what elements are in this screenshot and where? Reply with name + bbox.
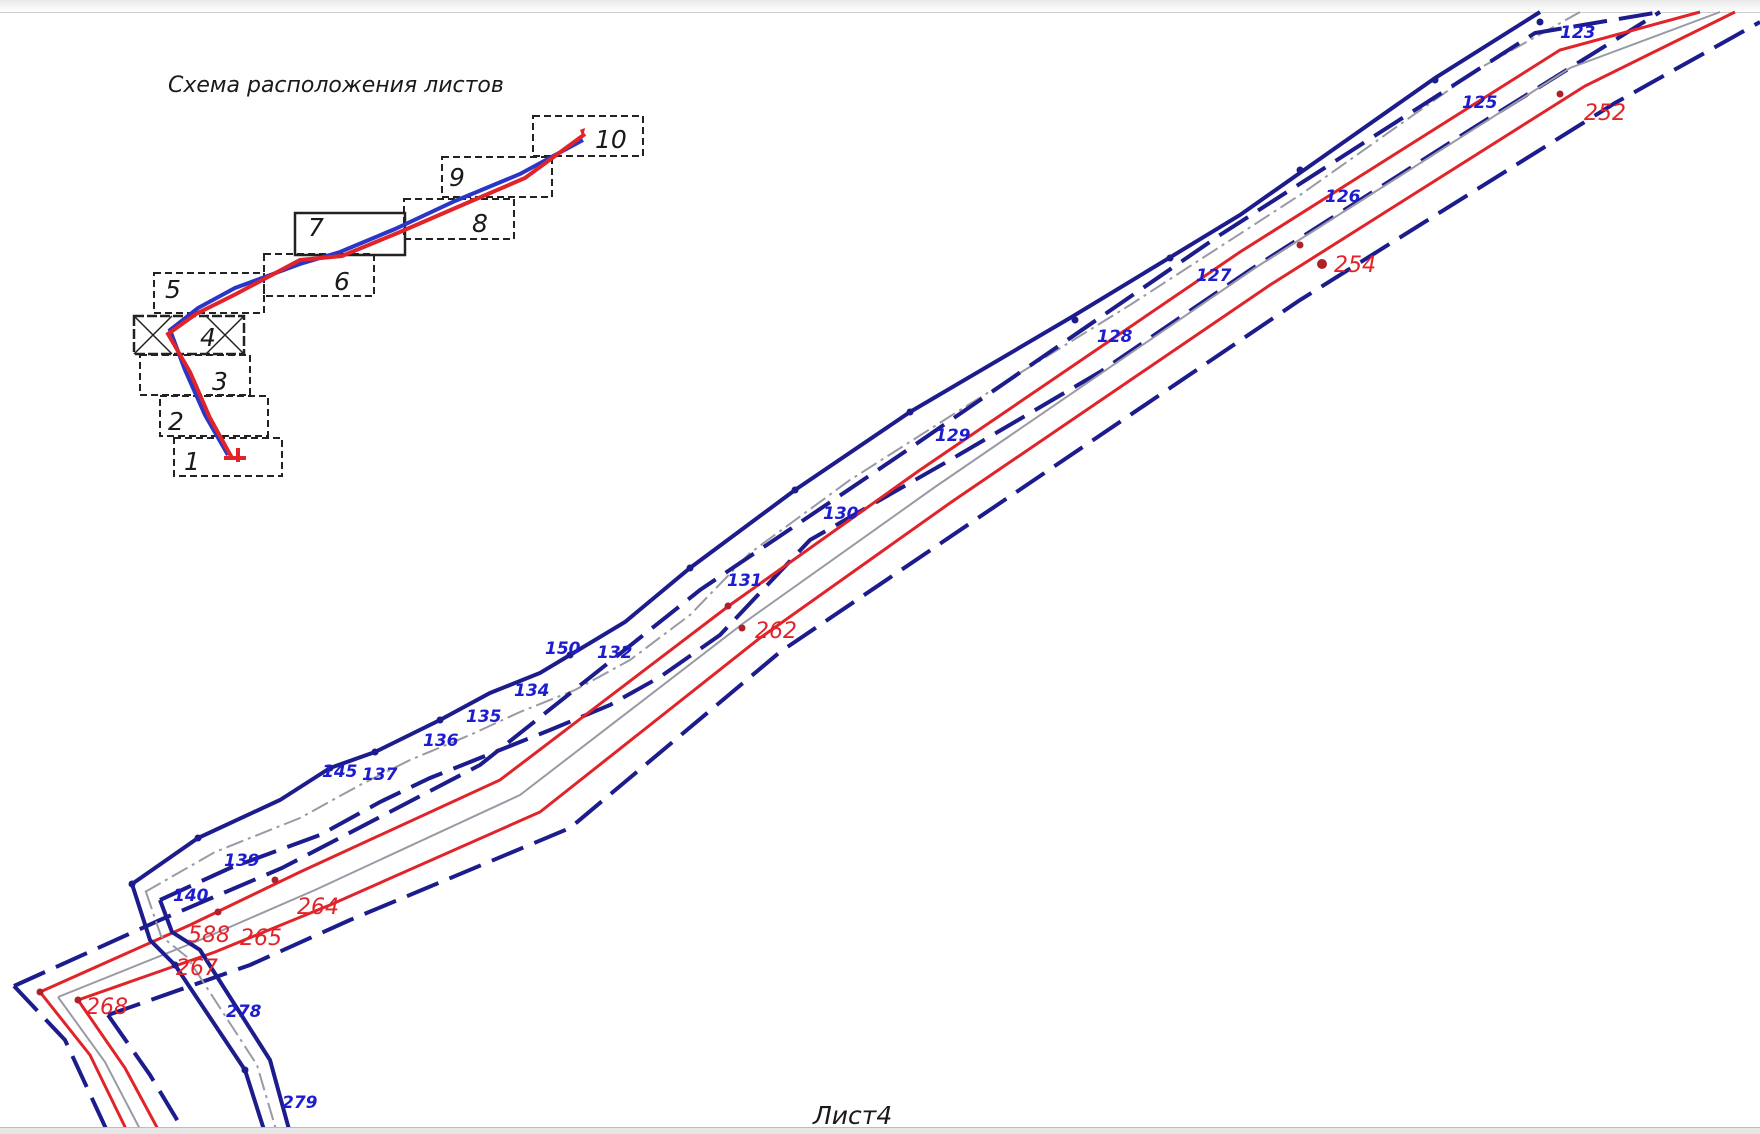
sheet-number-4: 4 [200, 323, 216, 352]
sheet-number-6: 6 [334, 267, 350, 296]
picket-label-136: 136 [423, 731, 459, 751]
scheme-route-start-marker [224, 448, 246, 462]
scheme-route-red [165, 132, 587, 459]
sheet-number-8: 8 [472, 209, 488, 238]
picket-label-123: 123 [1560, 23, 1596, 43]
picket-label-267: 267 [176, 956, 218, 981]
picket-label-265: 265 [240, 926, 282, 951]
picket-label-254: 254 [1334, 253, 1376, 278]
sheet-frame-9 [441, 156, 553, 198]
sheet-number-5: 5 [165, 275, 181, 304]
sheet-4-cross-marks [133, 315, 245, 355]
branch-left-gray [57, 996, 143, 1133]
sheet-layout-scheme: Схема расположения листов 1 2 3 4 5 6 7 … [132, 73, 644, 477]
branch-bend-gray [145, 891, 278, 1133]
blue-boundary-solid [130, 10, 1542, 886]
picket-label-150: 150 [545, 639, 581, 659]
outer-boundary-lower-dashed [107, 20, 1760, 1017]
blue-boundary-dashed [159, 10, 1662, 902]
sheet-frame-7 [293, 211, 407, 257]
scheme-route-end-marker [580, 128, 585, 138]
picket-label-268: 268 [86, 995, 128, 1020]
sheet-number-7: 7 [308, 213, 324, 242]
picket-label-279: 279 [282, 1093, 318, 1113]
picket-label-125: 125 [1462, 93, 1498, 113]
branch-left-outer [12, 984, 110, 1133]
picket-label-131: 131 [727, 571, 763, 591]
sheet-number-9: 9 [449, 163, 465, 192]
outer-boundary-upper-dashed [13, 10, 1661, 988]
picket-label-264: 264 [297, 895, 339, 920]
sheet-frame-1 [173, 437, 283, 477]
branch-left-red-a [38, 991, 130, 1133]
picket-label-145: 145 [322, 762, 358, 782]
picket-label-126: 126 [1325, 187, 1361, 207]
sheet-frame-4 [132, 314, 246, 356]
sheet-frame-5 [153, 272, 265, 314]
picket-label-132: 132 [597, 643, 633, 663]
picket-label-128: 128 [1097, 327, 1133, 347]
picket-label-130: 130 [823, 504, 859, 524]
scheme-title: Схема расположения листов [168, 73, 504, 98]
red-line-lower [77, 10, 1736, 1002]
picket-label-135: 135 [466, 707, 502, 727]
branch-left-red-b [76, 999, 162, 1133]
picket-label-278: 278 [226, 1002, 262, 1022]
window-bottom-frame [0, 1127, 1760, 1134]
picket-label-262: 262 [755, 619, 797, 644]
sheet-frame-10 [532, 115, 644, 157]
sheet-name-footer: Лист4 [812, 1101, 892, 1130]
branch-left-dashed [106, 1013, 187, 1133]
red-centerline-gray [57, 11, 1721, 998]
sheet-number-10: 10 [595, 125, 627, 154]
branch-bend-blue-b [158, 899, 292, 1133]
picket-label-140: 140 [173, 886, 209, 906]
picket-label-134: 134 [514, 681, 550, 701]
sheet-number-2: 2 [168, 407, 184, 436]
picket-label-252: 252 [1584, 101, 1626, 126]
picket-points-red [36, 90, 1564, 1004]
picket-label-127: 127 [1196, 266, 1232, 286]
window-top-frame [0, 0, 1760, 13]
sheet-frame-2 [159, 395, 269, 437]
picket-label-139: 139 [224, 851, 260, 871]
sheet-number-1: 1 [184, 447, 200, 476]
picket-label-137: 137 [362, 765, 398, 785]
blue-centerline [144, 11, 1581, 893]
sheet-number-3: 3 [212, 367, 228, 396]
picket-label-588: 588 [188, 923, 230, 948]
picket-points-blue [128, 18, 1544, 1074]
picket-label-129: 129 [935, 426, 971, 446]
